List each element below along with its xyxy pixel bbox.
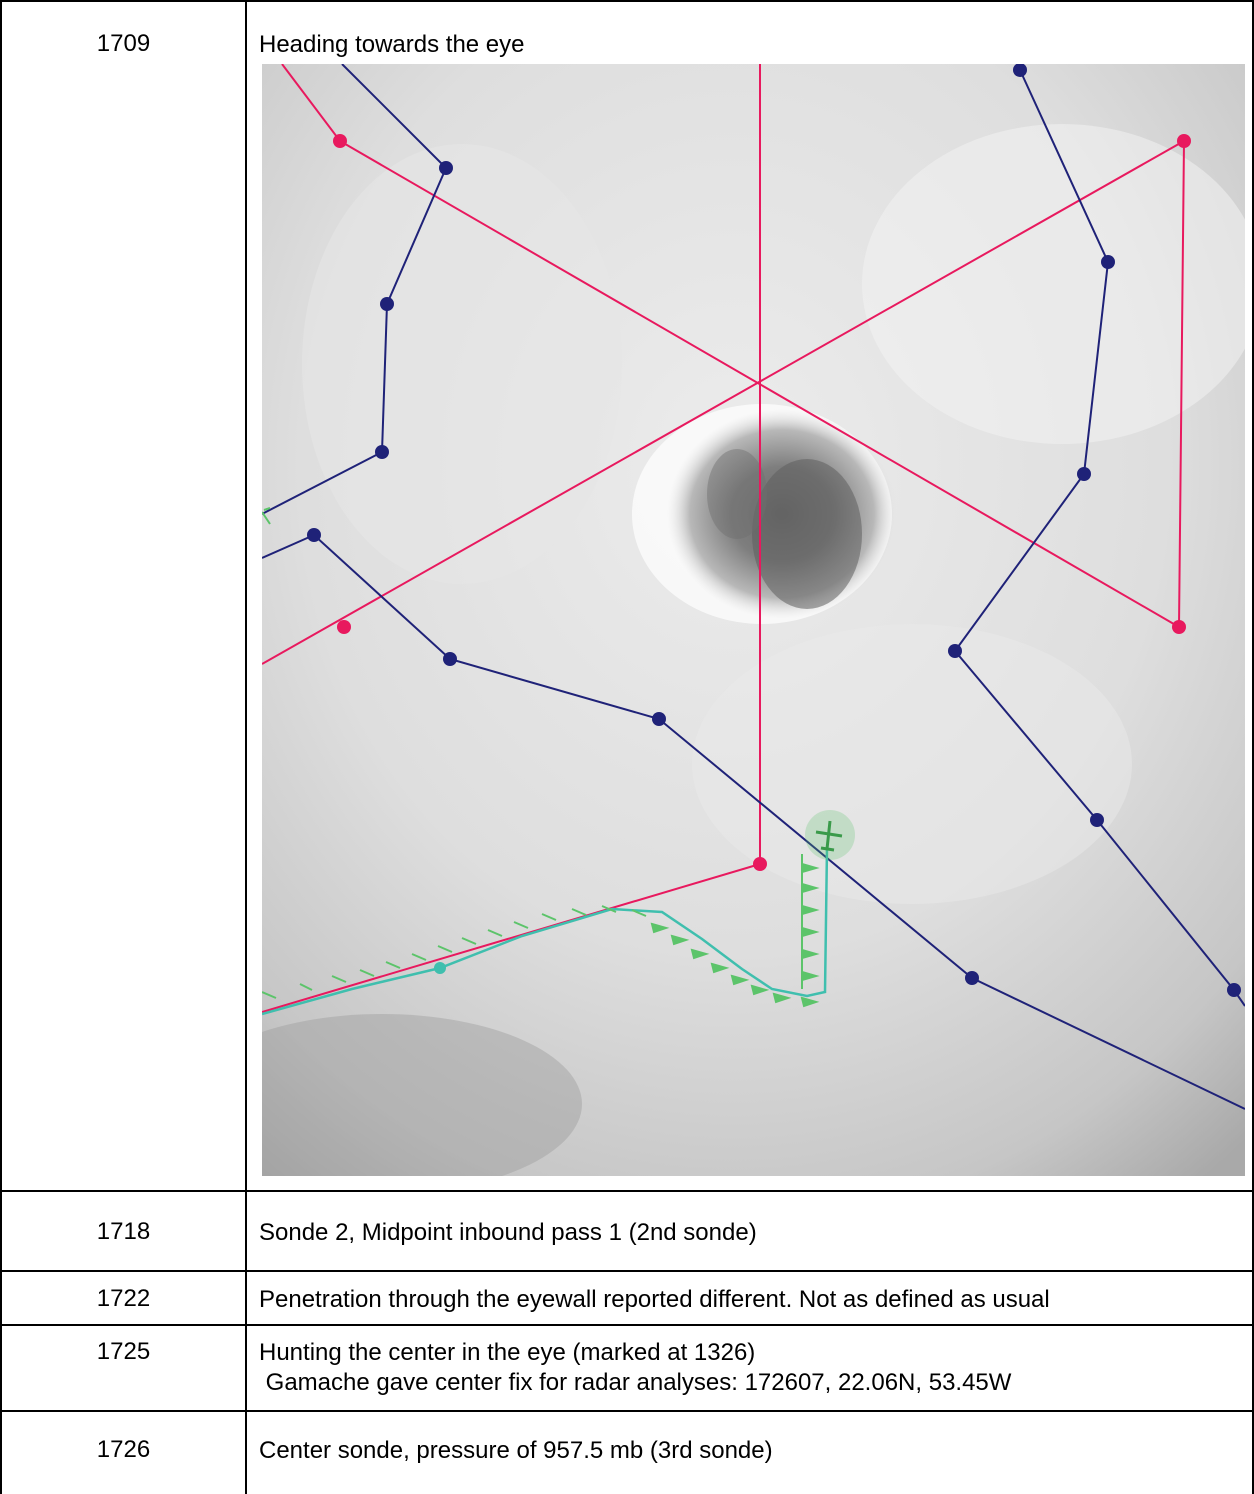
row-time: 1726 <box>96 1436 151 1463</box>
table-border-right <box>1252 0 1254 1494</box>
row-description: Heading towards the eye <box>259 31 525 58</box>
wind-barbs <box>262 854 820 1008</box>
row-description: Sonde 2, Midpoint inbound pass 1 (2nd so… <box>259 1219 757 1246</box>
row-description: Penetration through the eyewall reported… <box>259 1286 1050 1313</box>
row-time: 1718 <box>96 1218 151 1245</box>
flight-track-waypoints <box>307 64 1241 997</box>
table-border-top <box>0 0 1254 2</box>
aircraft-icon <box>805 810 855 860</box>
planned-track-waypoints <box>333 134 1191 871</box>
row-divider <box>0 1324 1254 1326</box>
row-time: 1722 <box>96 1285 151 1312</box>
row-divider <box>0 1270 1254 1272</box>
row-description: Hunting the center in the eye (marked at… <box>259 1339 756 1366</box>
column-divider <box>245 0 247 1494</box>
row-description-line-2: Gamache gave center fix for radar analys… <box>259 1369 1012 1396</box>
row-time: 1725 <box>96 1338 151 1365</box>
row-divider <box>0 1190 1254 1192</box>
row-time: 1709 <box>96 30 151 57</box>
row-description: Center sonde, pressure of 957.5 mb (3rd … <box>259 1437 773 1464</box>
row-divider <box>0 1410 1254 1412</box>
aircraft-track <box>262 846 829 1016</box>
table-border-left <box>0 0 2 1494</box>
satellite-image <box>262 64 1245 1176</box>
aircraft-icon <box>262 507 271 525</box>
